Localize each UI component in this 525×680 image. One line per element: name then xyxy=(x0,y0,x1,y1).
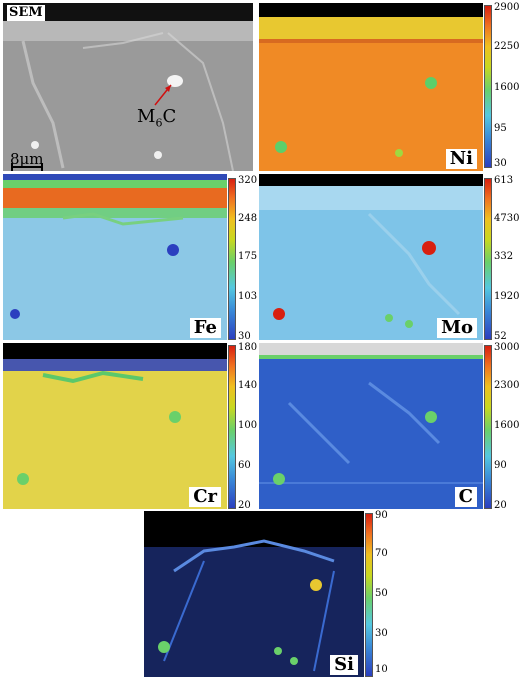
sem-image xyxy=(3,3,253,171)
fe-tick: 175 xyxy=(238,251,258,262)
ni-colorbar: 2900 2250 1600 95 30 xyxy=(484,2,524,169)
fe-tick: 103 xyxy=(238,291,258,302)
scale-label: 8µm xyxy=(10,150,44,168)
mo-map xyxy=(259,174,483,340)
ni-tick: 2250 xyxy=(494,41,520,52)
mo-panel: Mo xyxy=(259,174,483,340)
c-tick: 3000 xyxy=(494,342,520,353)
mo-tick: 1920 xyxy=(494,291,520,302)
c-colorbar-gradient xyxy=(484,345,492,509)
c-panel: C xyxy=(259,343,483,509)
ni-tick: 95 xyxy=(494,123,507,134)
ni-colorbar-gradient xyxy=(484,5,492,168)
cr-tick: 100 xyxy=(238,420,258,431)
fe-tick: 30 xyxy=(238,331,251,342)
ni-panel: Ni xyxy=(259,3,483,171)
fe-colorbar-gradient xyxy=(228,178,236,340)
mo-colorbar: 613 4730 332 1920 52 xyxy=(484,175,524,342)
fe-tick: 248 xyxy=(238,213,258,224)
c-colorbar: 3000 2300 1600 90 20 xyxy=(484,342,524,511)
cr-tick: 140 xyxy=(238,380,258,391)
c-label: C xyxy=(454,487,477,507)
cr-tick: 20 xyxy=(238,500,251,511)
si-panel: Si xyxy=(144,511,364,677)
cr-colorbar-gradient xyxy=(228,345,236,509)
sem-label: SEM xyxy=(7,5,45,21)
c-map xyxy=(259,343,483,509)
cr-tick: 60 xyxy=(238,460,251,471)
mo-tick: 4730 xyxy=(494,213,520,224)
si-tick: 30 xyxy=(375,628,388,639)
fe-tick: 320 xyxy=(238,175,258,186)
mo-label: Mo xyxy=(437,318,477,338)
si-colorbar: 90 70 50 30 10 xyxy=(365,510,395,677)
ni-tick: 1600 xyxy=(494,82,520,93)
fe-panel: Fe xyxy=(3,174,227,340)
ni-tick: 30 xyxy=(494,158,507,169)
sem-panel: SEM M6C 8µm xyxy=(3,3,253,171)
si-map xyxy=(144,511,364,677)
si-colorbar-gradient xyxy=(365,513,373,677)
si-tick: 50 xyxy=(375,588,388,599)
fe-label: Fe xyxy=(189,318,221,338)
ni-map xyxy=(259,3,483,171)
si-tick: 70 xyxy=(375,548,388,559)
cr-colorbar: 180 140 100 60 20 xyxy=(228,342,258,511)
fe-map xyxy=(3,174,227,340)
fe-colorbar: 320 248 175 103 30 xyxy=(228,175,258,342)
si-tick: 90 xyxy=(375,510,388,521)
c-tick: 20 xyxy=(494,500,507,511)
si-tick: 10 xyxy=(375,664,388,675)
cr-label: Cr xyxy=(189,487,221,507)
mo-tick: 332 xyxy=(494,251,514,262)
mo-tick: 52 xyxy=(494,331,507,342)
scale-bar xyxy=(11,163,43,171)
ni-label: Ni xyxy=(445,149,477,169)
ni-tick: 2900 xyxy=(494,2,520,13)
phase-label-m6c: M6C xyxy=(137,106,177,130)
cr-panel: Cr xyxy=(3,343,227,509)
cr-map xyxy=(3,343,227,509)
c-tick: 90 xyxy=(494,460,507,471)
cr-tick: 180 xyxy=(238,342,258,353)
mo-colorbar-gradient xyxy=(484,178,492,340)
si-label: Si xyxy=(330,655,358,675)
mo-tick: 613 xyxy=(494,175,514,186)
c-tick: 2300 xyxy=(494,380,520,391)
c-tick: 1600 xyxy=(494,420,520,431)
